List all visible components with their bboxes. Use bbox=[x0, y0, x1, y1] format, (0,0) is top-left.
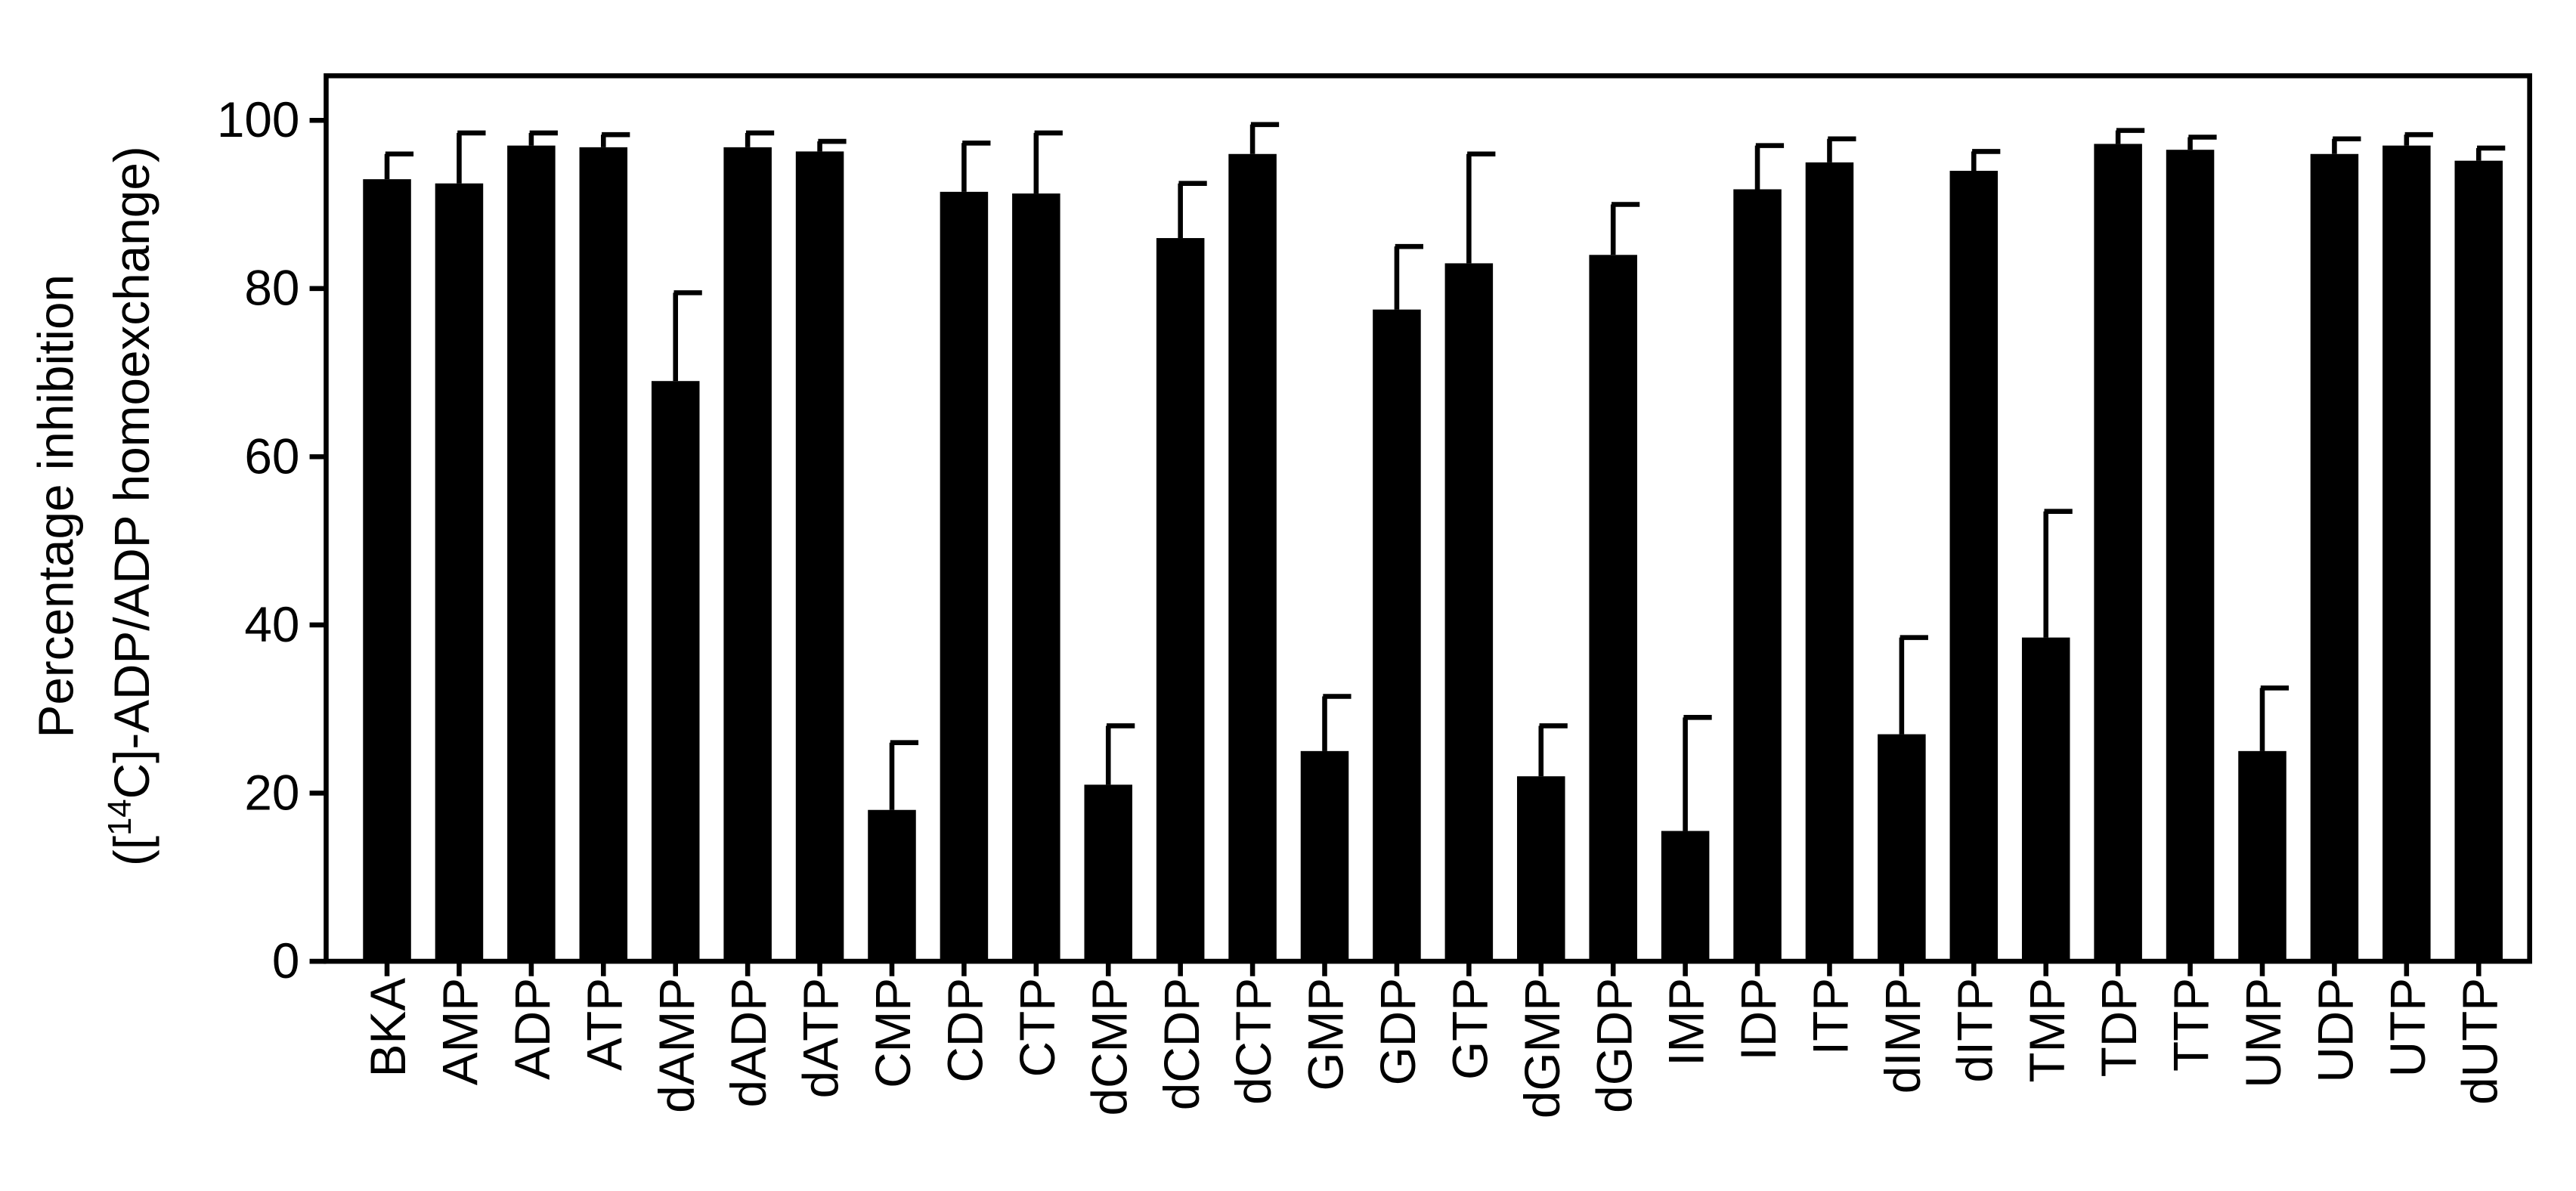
x-tick-label: dITP bbox=[1947, 978, 2002, 1083]
y-tick-label: 20 bbox=[244, 765, 299, 820]
bar bbox=[507, 145, 556, 962]
x-tick-label: TDP bbox=[2091, 978, 2147, 1077]
x-tick-label: dCDP bbox=[1154, 978, 1209, 1110]
bar bbox=[2166, 150, 2215, 962]
x-tick-label: ADP bbox=[505, 978, 560, 1080]
x-tick-label: TMP bbox=[2020, 978, 2075, 1083]
x-tick-label: GMP bbox=[1299, 978, 1354, 1091]
x-tick-label: IMP bbox=[1659, 978, 1714, 1066]
bar bbox=[2021, 637, 2070, 962]
bar bbox=[1228, 153, 1277, 962]
x-tick-label: AMP bbox=[433, 978, 488, 1085]
x-tick-label: CTP bbox=[1010, 978, 1065, 1077]
x-tick-label: dUTP bbox=[2452, 978, 2507, 1105]
bar bbox=[1949, 171, 1999, 962]
x-tick-label: ATP bbox=[577, 978, 632, 1071]
x-tick-label: dATP bbox=[794, 978, 849, 1098]
x-tick-label: CMP bbox=[865, 978, 921, 1088]
bar bbox=[1012, 193, 1060, 962]
y-tick-label: 60 bbox=[244, 428, 299, 484]
x-tick-label: ITP bbox=[1804, 978, 1859, 1055]
y-axis-label: ([14C]-ADP/ADP homoexchange) bbox=[101, 146, 159, 866]
x-tick-label: dGMP bbox=[1515, 978, 1570, 1118]
bar bbox=[435, 183, 484, 962]
y-axis-label-part: ([ bbox=[104, 836, 159, 866]
x-tick-label: dAMP bbox=[649, 978, 704, 1113]
bar bbox=[1805, 162, 1854, 962]
bar bbox=[363, 179, 411, 962]
bar bbox=[1733, 189, 1782, 962]
bar bbox=[868, 809, 916, 962]
x-tick-label: dCMP bbox=[1082, 978, 1137, 1116]
bar bbox=[2238, 750, 2287, 962]
bar bbox=[1517, 776, 1565, 962]
bar bbox=[1878, 734, 1926, 962]
x-tick-label: UTP bbox=[2380, 978, 2435, 1077]
y-axis-label-sup: 14 bbox=[101, 799, 138, 836]
x-tick-label: dCTP bbox=[1226, 978, 1281, 1105]
y-tick-label: 80 bbox=[244, 261, 299, 316]
x-tick-label: CDP bbox=[938, 978, 993, 1083]
y-axis-label-part: C]-ADP/ADP homoexchange) bbox=[104, 146, 159, 799]
bar bbox=[723, 147, 772, 962]
x-tick-label: GTP bbox=[1442, 978, 1497, 1080]
y-tick-label: 40 bbox=[244, 597, 299, 652]
x-tick-label: BKA bbox=[361, 978, 416, 1078]
x-tick-label: dADP bbox=[721, 978, 776, 1108]
bar bbox=[1589, 255, 1637, 962]
y-tick-label: 0 bbox=[272, 933, 300, 988]
y-axis-label: Percentage inhibition bbox=[28, 274, 83, 738]
bar bbox=[2454, 160, 2503, 962]
bar bbox=[2094, 144, 2142, 962]
bar bbox=[1156, 238, 1205, 962]
bar bbox=[1084, 784, 1133, 962]
bar bbox=[1444, 263, 1494, 962]
bar bbox=[940, 191, 989, 962]
bar bbox=[579, 147, 628, 962]
bar bbox=[1373, 309, 1421, 962]
x-tick-label: dGDP bbox=[1587, 978, 1642, 1113]
x-tick-label: IDP bbox=[1731, 978, 1786, 1061]
y-tick-label: 100 bbox=[217, 92, 300, 147]
bar bbox=[795, 151, 844, 962]
bar bbox=[651, 381, 700, 962]
x-tick-label: UDP bbox=[2308, 978, 2364, 1083]
x-tick-label: UMP bbox=[2236, 978, 2291, 1088]
bar bbox=[2382, 145, 2431, 962]
x-tick-label: dIMP bbox=[1875, 978, 1930, 1094]
bar bbox=[1300, 750, 1349, 962]
x-tick-label: GDP bbox=[1370, 978, 1426, 1085]
plot-frame bbox=[324, 73, 2532, 964]
bar bbox=[1661, 831, 1710, 962]
x-tick-label: TTP bbox=[2164, 978, 2219, 1072]
bar bbox=[2310, 153, 2359, 962]
